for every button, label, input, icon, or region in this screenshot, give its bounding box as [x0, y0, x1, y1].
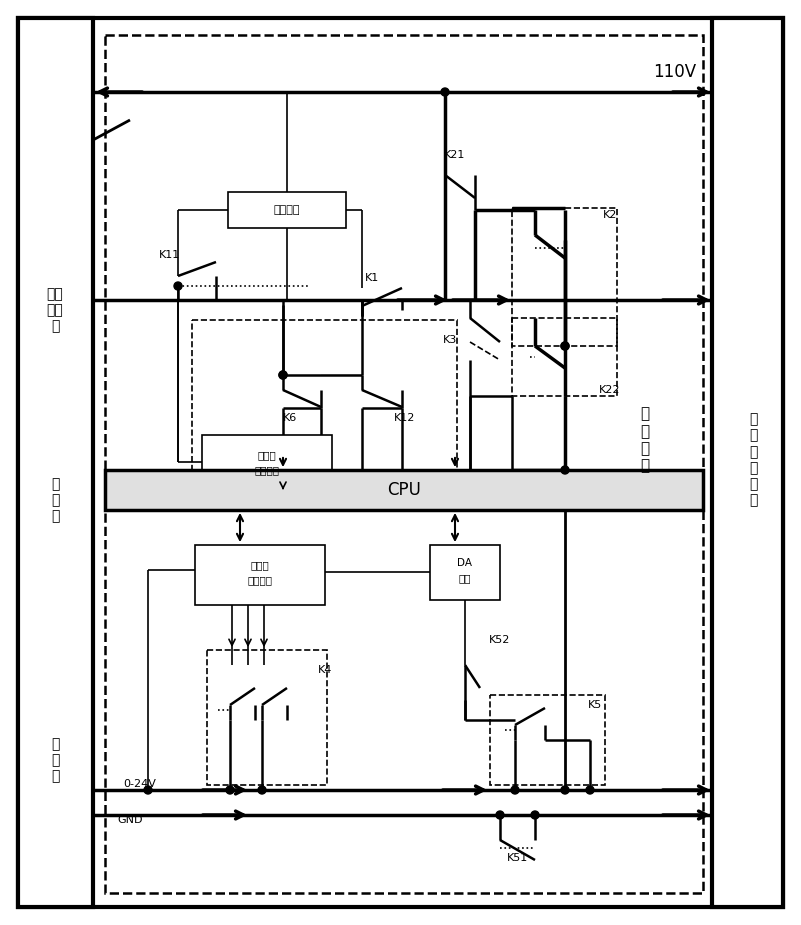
- Text: K21: K21: [445, 150, 465, 160]
- Circle shape: [226, 786, 234, 794]
- Text: 司
控
器: 司 控 器: [50, 476, 59, 524]
- Circle shape: [441, 88, 449, 96]
- Text: GND: GND: [117, 815, 143, 825]
- Circle shape: [561, 466, 569, 474]
- Bar: [512, 318, 617, 396]
- Bar: [490, 695, 605, 785]
- Bar: [512, 208, 617, 346]
- Bar: [430, 545, 500, 600]
- Text: CPU: CPU: [387, 481, 421, 499]
- Bar: [192, 320, 457, 475]
- Circle shape: [258, 786, 266, 794]
- Circle shape: [531, 811, 539, 819]
- Circle shape: [561, 342, 569, 350]
- Bar: [207, 650, 327, 785]
- Bar: [228, 192, 346, 228]
- Text: K12: K12: [394, 413, 416, 423]
- Circle shape: [279, 371, 287, 379]
- Text: 检测电路: 检测电路: [248, 575, 272, 585]
- Text: 机
车
控
制
单
元: 机 车 控 制 单 元: [749, 413, 757, 508]
- Text: 开关
量触
点: 开关 量触 点: [46, 287, 63, 333]
- Text: K52: K52: [489, 635, 511, 645]
- Circle shape: [279, 371, 287, 379]
- Bar: [105, 470, 703, 510]
- Bar: [202, 435, 332, 490]
- Text: 耦台: 耦台: [459, 573, 471, 583]
- Text: 0-24V: 0-24V: [123, 779, 156, 789]
- Circle shape: [496, 811, 504, 819]
- Circle shape: [561, 342, 569, 350]
- Text: K6: K6: [283, 413, 297, 423]
- Text: K3: K3: [443, 335, 457, 345]
- Text: K1: K1: [365, 273, 379, 283]
- Circle shape: [561, 786, 569, 794]
- Text: 自检电压: 自检电压: [274, 205, 300, 215]
- Bar: [105, 35, 703, 893]
- Text: 开关量: 开关量: [258, 450, 276, 460]
- Text: K51: K51: [507, 853, 529, 863]
- Text: K11: K11: [159, 250, 180, 260]
- Bar: [712, 18, 783, 907]
- Text: K5: K5: [588, 700, 602, 710]
- Circle shape: [174, 282, 182, 290]
- Text: 检测电路: 检测电路: [255, 465, 280, 475]
- Text: 模拟量: 模拟量: [251, 560, 269, 570]
- Text: 模
拟
量: 模 拟 量: [50, 737, 59, 783]
- Text: 模
拟
装
置: 模 拟 装 置: [641, 406, 650, 474]
- Bar: [195, 545, 325, 605]
- Text: 110V: 110V: [654, 63, 697, 81]
- Bar: [18, 18, 93, 907]
- Text: DA: DA: [457, 558, 473, 568]
- Circle shape: [144, 786, 152, 794]
- Text: K2: K2: [603, 210, 618, 220]
- Text: K4: K4: [318, 665, 332, 675]
- Circle shape: [511, 786, 519, 794]
- Circle shape: [586, 786, 594, 794]
- Text: K22: K22: [599, 385, 621, 395]
